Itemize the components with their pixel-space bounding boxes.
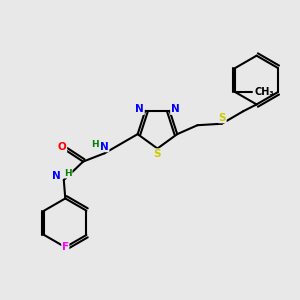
Text: CH₃: CH₃	[254, 87, 274, 97]
Text: H: H	[91, 140, 99, 149]
Text: S: S	[154, 149, 161, 159]
Text: N: N	[171, 104, 179, 114]
Text: F: F	[62, 242, 69, 252]
Text: O: O	[58, 142, 67, 152]
Text: S: S	[219, 113, 226, 123]
Text: N: N	[52, 172, 61, 182]
Text: N: N	[100, 142, 109, 152]
Text: H: H	[64, 169, 72, 178]
Text: N: N	[136, 104, 144, 114]
